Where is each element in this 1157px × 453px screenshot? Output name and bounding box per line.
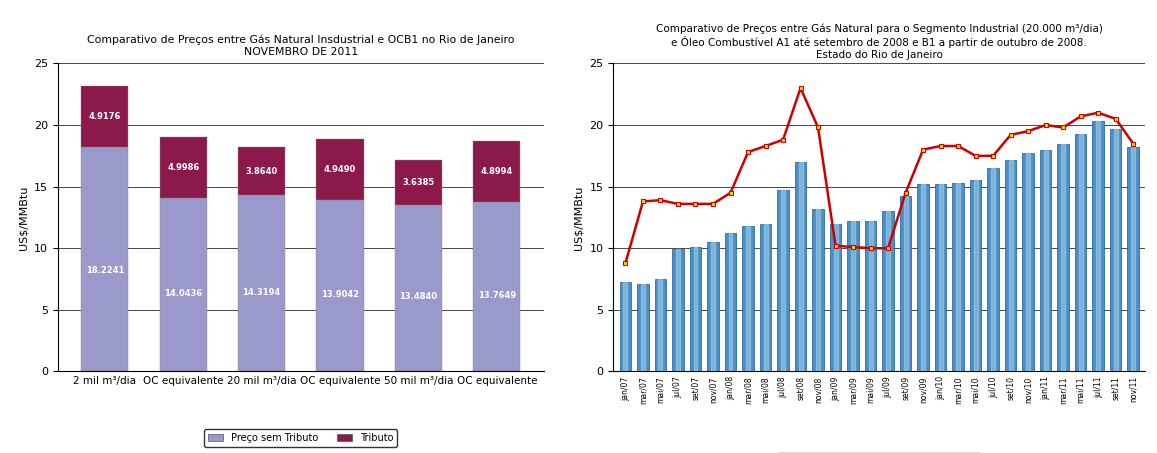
Bar — [921, 184, 926, 371]
Bar — [918, 184, 929, 371]
Bar — [1132, 147, 1135, 371]
Bar — [655, 279, 666, 371]
Bar — [638, 284, 649, 371]
Bar — [81, 87, 128, 147]
Bar — [798, 162, 803, 371]
Title: Comparativo de Preços entre Gás Natural Insdustrial e OCB1 no Rio de Janeiro
NOV: Comparativo de Preços entre Gás Natural … — [87, 35, 515, 57]
Bar — [1110, 129, 1121, 371]
Text: 13.9042: 13.9042 — [320, 290, 359, 299]
Bar — [676, 250, 680, 371]
Bar — [795, 162, 806, 371]
Text: 13.7649: 13.7649 — [478, 291, 516, 299]
Bar — [395, 205, 442, 371]
Bar — [746, 226, 750, 371]
Bar — [317, 139, 363, 200]
Y-axis label: US$/MMBtu: US$/MMBtu — [574, 185, 584, 250]
Bar — [1092, 121, 1104, 371]
Bar — [1044, 149, 1047, 371]
Bar — [658, 279, 663, 371]
Bar — [1114, 129, 1118, 371]
Bar — [1005, 159, 1016, 371]
Bar — [900, 197, 912, 371]
Bar — [760, 224, 772, 371]
Bar — [690, 247, 701, 371]
Bar — [764, 224, 767, 371]
Bar — [812, 209, 824, 371]
Text: 14.3194: 14.3194 — [243, 288, 281, 297]
Text: 4.9176: 4.9176 — [89, 112, 121, 121]
Text: 18.2241: 18.2241 — [86, 266, 124, 275]
Bar — [833, 224, 838, 371]
Bar — [1057, 144, 1069, 371]
Bar — [869, 221, 872, 371]
Bar — [1078, 134, 1083, 371]
Bar — [883, 211, 893, 371]
Text: 4.9986: 4.9986 — [167, 163, 199, 172]
Bar — [816, 209, 820, 371]
Bar — [712, 242, 715, 371]
Bar — [1075, 134, 1086, 371]
Bar — [970, 180, 981, 371]
Text: 14.0436: 14.0436 — [164, 289, 202, 298]
Bar — [238, 195, 285, 371]
Bar — [724, 233, 736, 371]
Bar — [781, 190, 784, 371]
Text: 3.6385: 3.6385 — [403, 178, 435, 188]
Bar — [743, 226, 753, 371]
Bar — [1127, 147, 1138, 371]
Bar — [1061, 144, 1066, 371]
Bar — [1009, 159, 1012, 371]
Bar — [1026, 154, 1030, 371]
Bar — [473, 141, 521, 202]
Bar — [693, 247, 698, 371]
Text: 13.4840: 13.4840 — [399, 292, 437, 301]
Bar — [952, 183, 964, 371]
Bar — [729, 233, 732, 371]
Y-axis label: US$/MMBtu: US$/MMBtu — [19, 185, 29, 250]
Bar — [992, 168, 995, 371]
Bar — [974, 180, 978, 371]
Bar — [160, 198, 207, 371]
Bar — [238, 147, 285, 195]
Bar — [938, 184, 943, 371]
Bar — [81, 147, 128, 371]
Bar — [1023, 154, 1034, 371]
Bar — [778, 190, 789, 371]
Bar — [904, 197, 907, 371]
Bar — [473, 202, 521, 371]
Legend: Preço sem Tributo, Tributo: Preço sem Tributo, Tributo — [205, 429, 397, 447]
Bar — [707, 242, 718, 371]
Bar — [672, 250, 684, 371]
Bar — [847, 221, 858, 371]
Text: 3.8640: 3.8640 — [245, 167, 278, 176]
Bar — [1040, 149, 1052, 371]
Bar — [987, 168, 998, 371]
Bar — [865, 221, 876, 371]
Bar — [624, 281, 627, 371]
Bar — [1096, 121, 1100, 371]
Text: 4.8994: 4.8994 — [480, 167, 513, 176]
Bar — [317, 200, 363, 371]
Bar — [830, 224, 841, 371]
Bar — [886, 211, 890, 371]
Bar — [620, 281, 632, 371]
Bar — [395, 160, 442, 205]
Bar — [160, 137, 207, 198]
Title: Comparativo de Preços entre Gás Natural para o Segmento Industrial (20.000 m³/di: Comparativo de Preços entre Gás Natural … — [656, 24, 1103, 60]
Bar — [852, 221, 855, 371]
Bar — [935, 184, 946, 371]
Bar — [956, 183, 960, 371]
Bar — [641, 284, 644, 371]
Text: 4.9490: 4.9490 — [324, 165, 356, 174]
